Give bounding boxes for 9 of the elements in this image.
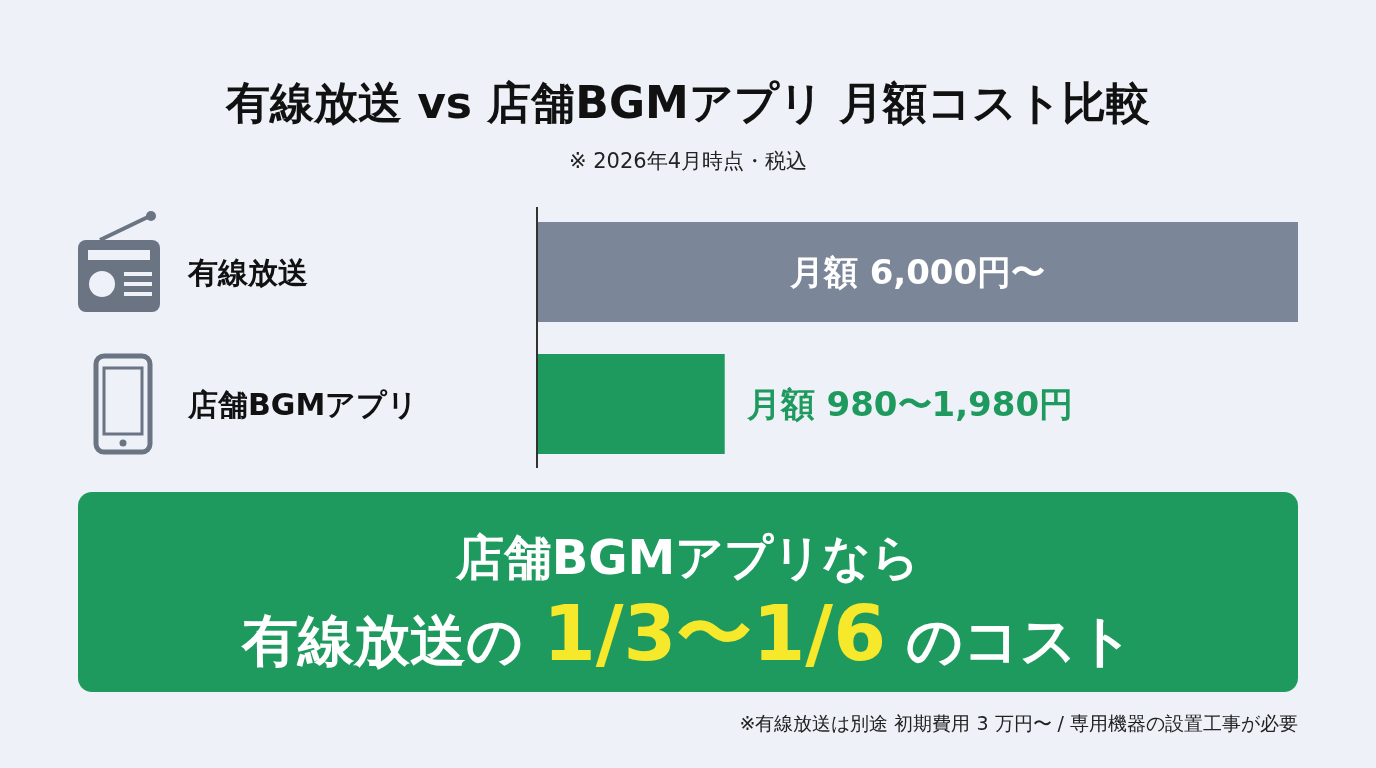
data-label: 月額 6,000円〜: [788, 252, 1046, 292]
chart-title: 有線放送 vs 店舗BGMアプリ 月額コスト比較: [224, 77, 1151, 128]
text: 有線放送の 1/3〜1/6 のコスト: [240, 589, 1134, 678]
y-tick-label: 有線放送: [187, 255, 308, 290]
chart-subtitle: ※ 2026年4月時点・税込: [568, 149, 808, 173]
y-tick-label: 店舗BGMアプリ: [187, 387, 419, 422]
text: 店舗BGMアプリなら: [454, 529, 921, 585]
text: ※有線放送は別途 初期費用 3 万円〜 / 専用機器の設置工事が必要: [739, 712, 1298, 734]
data-label: 月額 980〜1,980円: [745, 384, 1074, 424]
